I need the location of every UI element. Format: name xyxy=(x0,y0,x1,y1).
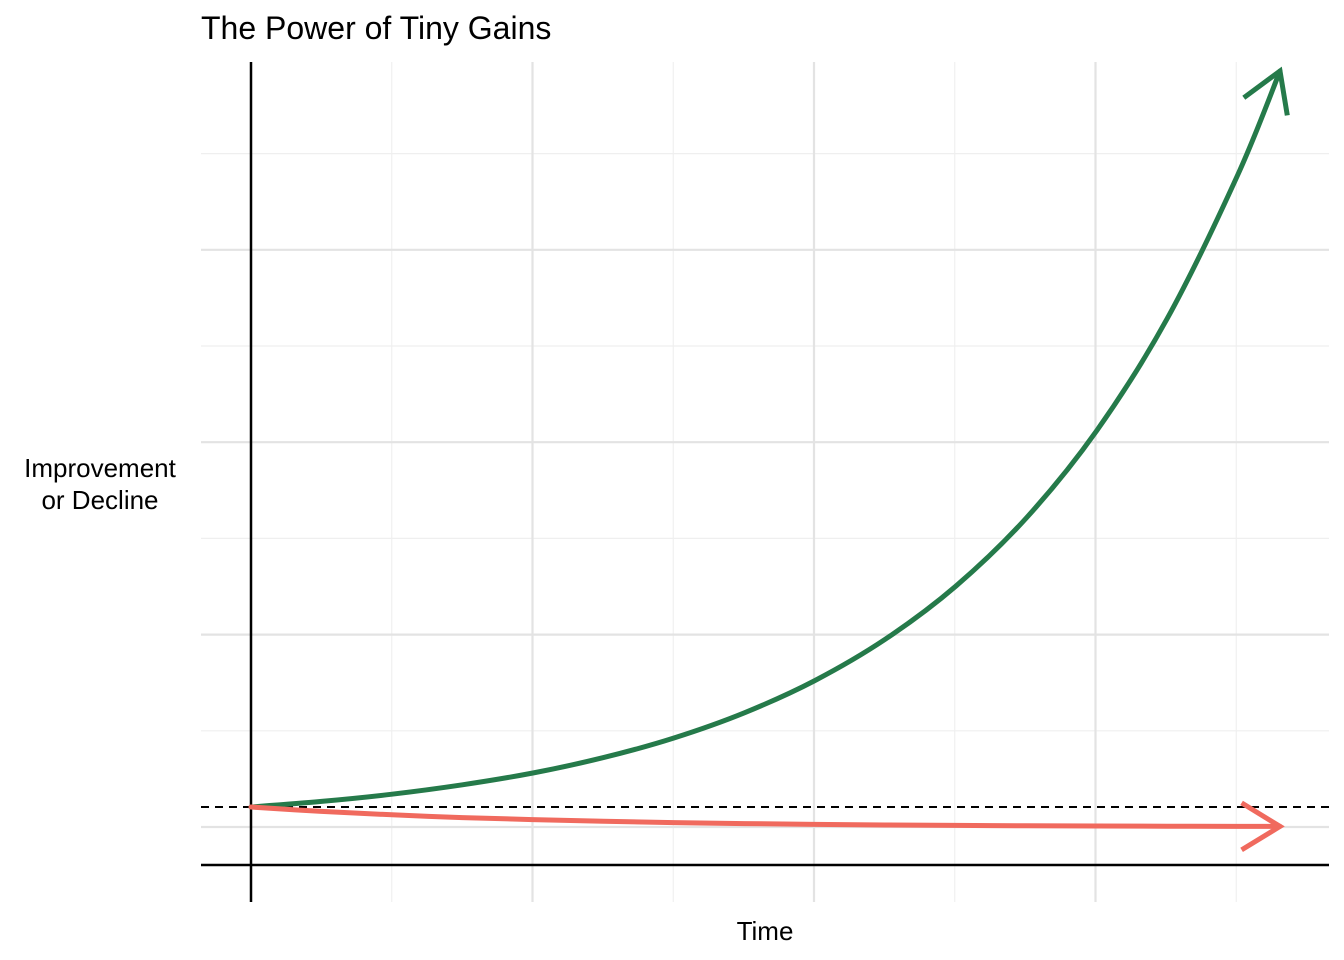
chart-title: The Power of Tiny Gains xyxy=(201,10,551,46)
series-layer xyxy=(248,66,1290,853)
x-axis-label: Time xyxy=(737,916,794,946)
gain-arrowhead xyxy=(1242,66,1290,116)
gain-series-line xyxy=(248,68,1283,810)
y-axis-label-line-1: Improvement xyxy=(24,453,176,483)
minor-gridlines xyxy=(201,62,1329,902)
major-gridlines xyxy=(201,62,1329,902)
axes xyxy=(201,62,1329,902)
decline-arrowhead xyxy=(1240,800,1285,853)
decline-series-line xyxy=(248,804,1283,829)
y-axis-label-line-2: or Decline xyxy=(41,485,158,515)
